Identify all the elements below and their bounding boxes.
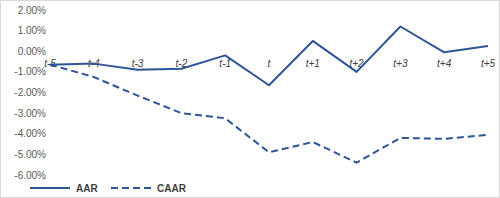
x-tick-label: t+1 (306, 58, 320, 69)
plot-area (50, 27, 488, 163)
y-tick-label: -3.00% (14, 108, 46, 119)
x-tick-label: t-1 (219, 58, 231, 69)
y-tick-label: -6.00% (14, 170, 46, 181)
series-line (50, 27, 488, 86)
x-tick-label: t (268, 58, 272, 69)
legend-swatch (30, 187, 70, 189)
y-tick-label: 1.00% (18, 25, 46, 36)
series-line (50, 65, 488, 163)
y-tick-label: -1.00% (14, 66, 46, 77)
legend-swatch (111, 187, 151, 189)
x-tick-label: t+3 (393, 58, 408, 69)
x-tick-label: t+4 (437, 58, 452, 69)
legend-label: CAAR (157, 183, 187, 194)
legend-label: AAR (76, 183, 98, 194)
chart-border (1, 1, 500, 198)
y-tick-label: -2.00% (14, 87, 46, 98)
x-tick-label: t+5 (481, 58, 496, 69)
legend: AAR CAAR (30, 183, 187, 194)
x-tick-label: t-3 (132, 58, 144, 69)
y-tick-label: -4.00% (14, 128, 46, 139)
y-tick-label: 0.00% (18, 46, 46, 57)
y-tick-label: -5.00% (14, 149, 46, 160)
chart: 2.00% 1.00% 0.00% -1.00% -2.00% -3.00% -4.00% -… (0, 0, 500, 198)
y-tick-label: 2.00% (18, 5, 46, 16)
